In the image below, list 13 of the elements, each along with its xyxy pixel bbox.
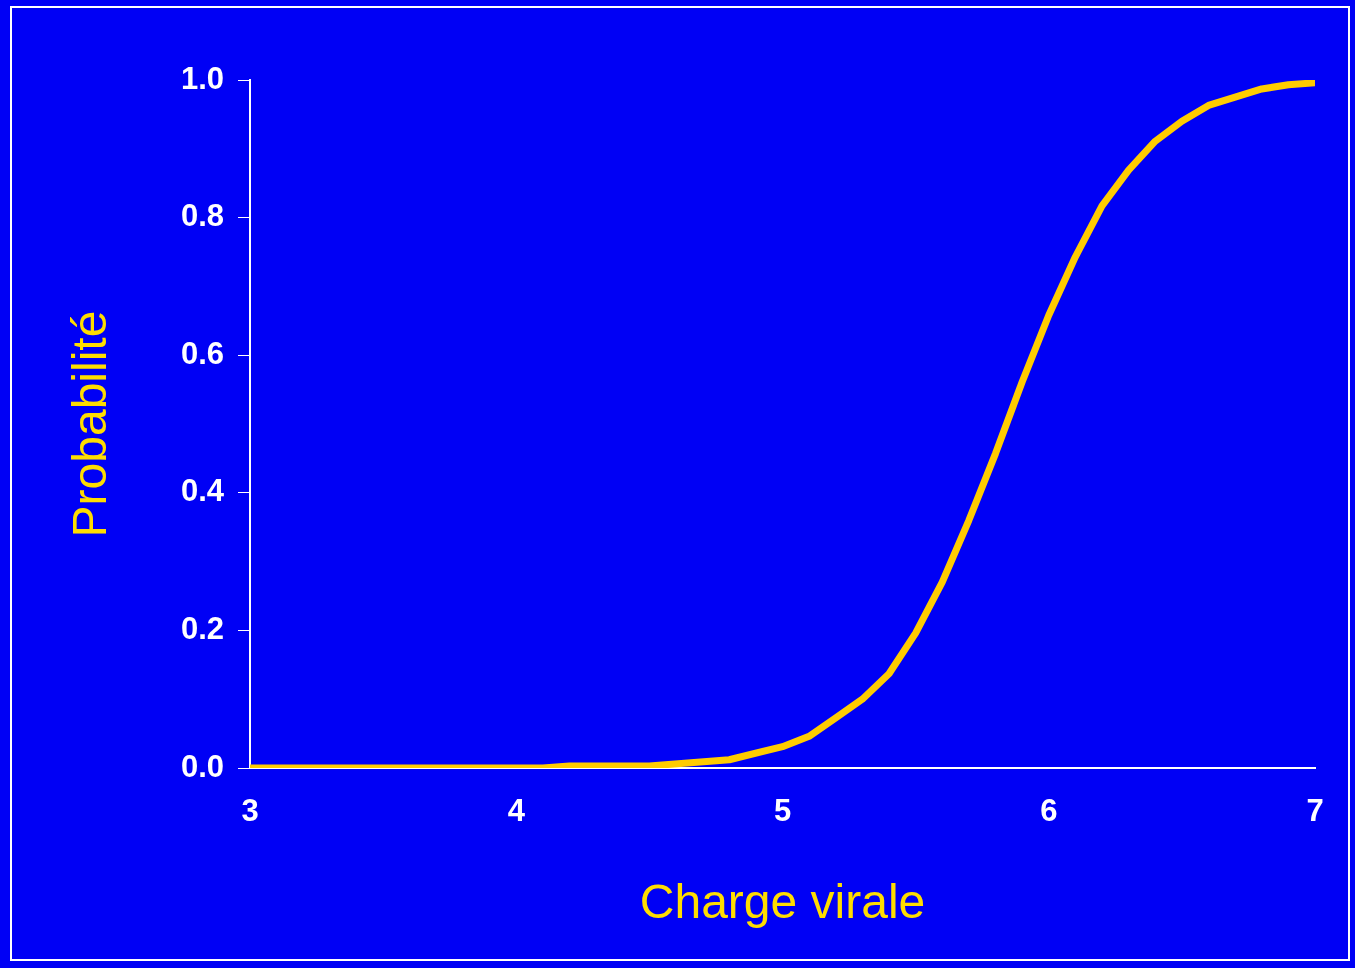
y-tick-label: 0.4 <box>180 473 225 509</box>
x-axis-title: Charge virale <box>639 875 926 929</box>
y-tick-label: 0.6 <box>180 335 224 371</box>
x-tick-label: 7 <box>1306 793 1324 829</box>
y-tick-label: 0.0 <box>180 748 224 784</box>
x-tick-label: 4 <box>507 793 526 829</box>
y-tick-label: 0.8 <box>180 198 224 234</box>
x-tick-label: 6 <box>1040 793 1058 829</box>
x-tick-label: 3 <box>241 793 259 829</box>
y-tick-label: 0.2 <box>180 610 224 646</box>
y-tick-label: 1.0 <box>180 60 224 96</box>
y-axis-title: Probabilité <box>63 310 117 538</box>
x-tick-label: 5 <box>773 793 792 829</box>
